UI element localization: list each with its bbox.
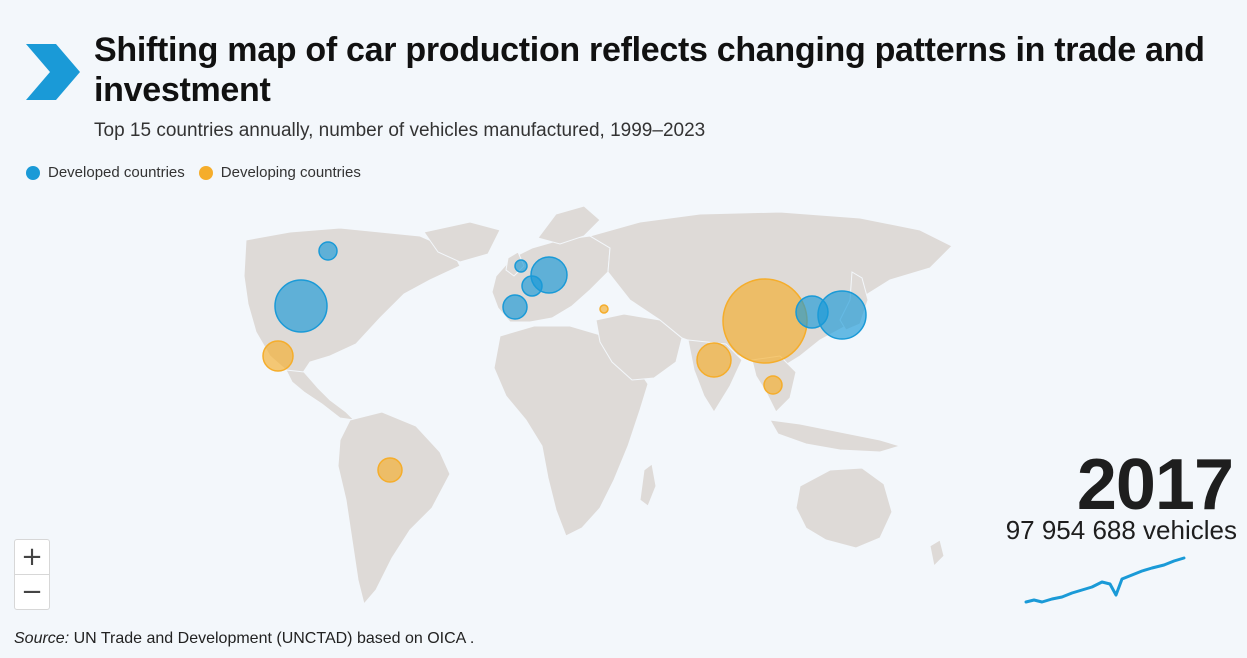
bubble-france[interactable] (521, 275, 543, 297)
land-middle-east (595, 313, 683, 381)
bubble-usa[interactable] (274, 279, 328, 333)
legend-label-developed: Developed countries (48, 164, 185, 181)
land-indonesia (769, 419, 902, 453)
bubble-japan[interactable] (817, 290, 867, 340)
source-note: Source: UN Trade and Development (UNCTAD… (14, 630, 474, 648)
land-australia (795, 467, 893, 549)
land-central-america (285, 369, 356, 421)
legend-dot-developing (198, 165, 213, 180)
bubble-india[interactable] (696, 342, 732, 378)
country-bubbles (262, 241, 867, 483)
current-year: 2017 (1076, 445, 1234, 525)
legend: Developed countries Developing countries (26, 164, 361, 181)
bubble-china[interactable] (722, 278, 808, 364)
chevron-logo-icon (26, 44, 80, 100)
bubble-mexico[interactable] (262, 340, 294, 372)
source-prefix: Source: (14, 630, 70, 647)
zoom-out-button[interactable]: − (15, 574, 49, 609)
bubble-uk[interactable] (514, 259, 528, 273)
bubble-turkey[interactable] (599, 304, 609, 314)
page-subtitle: Top 15 countries annually, number of veh… (94, 120, 706, 141)
legend-item-developing[interactable]: Developing countries (198, 164, 361, 181)
land-layer (243, 205, 953, 606)
source-text: UN Trade and Development (UNCTAD) based … (73, 630, 475, 647)
bubble-spain[interactable] (502, 294, 528, 320)
legend-item-developed[interactable]: Developed countries (26, 164, 185, 181)
trend-sparkline (1024, 556, 1186, 604)
bubble-thailand[interactable] (763, 375, 783, 395)
land-new-zealand (929, 539, 945, 568)
land-greenland (423, 221, 501, 263)
zoom-in-button[interactable]: + (21, 542, 43, 572)
legend-dot-developed (26, 165, 40, 180)
land-scandinavia (537, 205, 601, 245)
bubble-canada[interactable] (318, 241, 338, 261)
zoom-controls: + − (14, 539, 50, 610)
legend-label-developing: Developing countries (220, 164, 361, 181)
page-title: Shifting map of car production reflects … (94, 31, 1205, 109)
land-north-america (243, 227, 461, 381)
land-madagascar (639, 463, 657, 507)
land-south-america (337, 411, 451, 606)
bubble-brazil[interactable] (377, 457, 403, 483)
total-vehicles: 97 954 688 vehicles (1005, 515, 1237, 545)
